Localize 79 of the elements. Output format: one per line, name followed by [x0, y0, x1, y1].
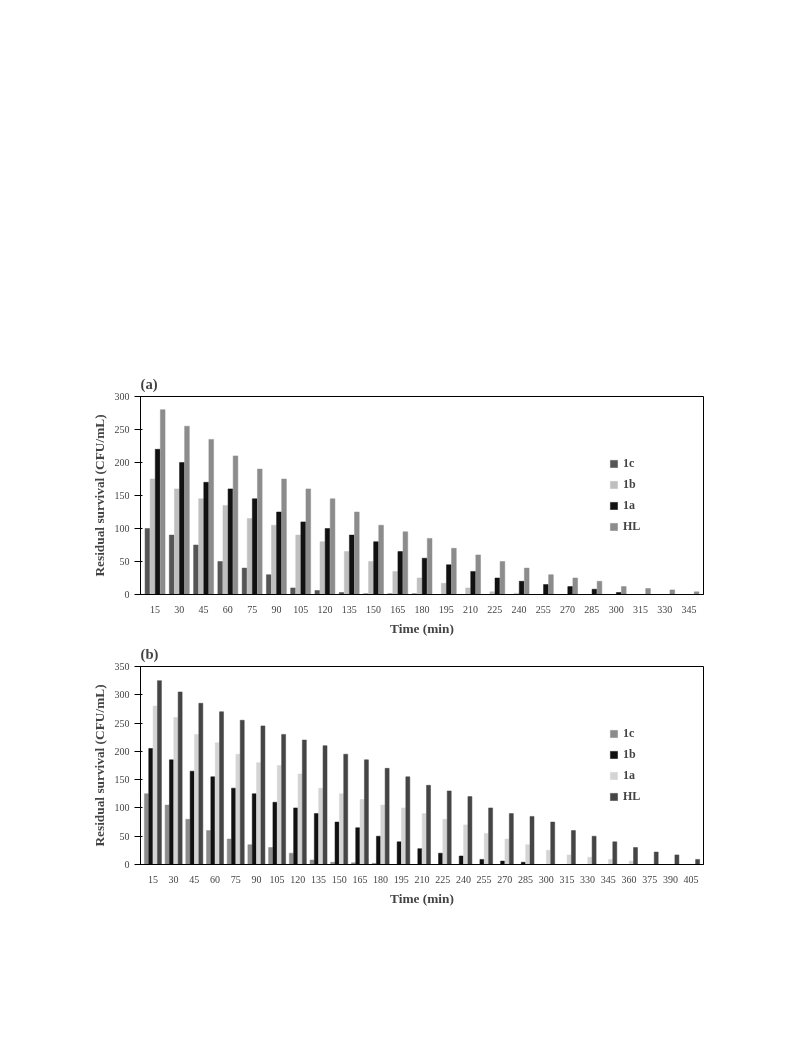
x-tick-label: 105 — [269, 873, 285, 885]
y-tick-label: 50 — [119, 830, 130, 842]
x-tick-label: 120 — [290, 873, 306, 885]
x-tick-label: 30 — [168, 873, 179, 885]
y-tick-label: 300 — [114, 689, 130, 701]
legend-label: 1b — [623, 747, 637, 762]
y-tick-label: 150 — [114, 490, 130, 501]
x-tick-label: 375 — [642, 873, 658, 885]
chart-title: (a) — [140, 375, 158, 393]
x-tick-label: 225 — [487, 603, 503, 615]
x-tick-label: 360 — [621, 873, 637, 885]
x-tick-label: 255 — [535, 603, 551, 615]
y-axis-title: Residual survival (CFU/mL) — [91, 414, 107, 577]
x-tick-label: 90 — [271, 603, 282, 615]
x-tick-label: 405 — [683, 873, 699, 885]
x-axis-title: Time (min) — [390, 620, 454, 636]
x-tick-label: 120 — [317, 603, 333, 615]
y-tick-label: 150 — [114, 774, 130, 786]
x-tick-label: 225 — [435, 873, 451, 885]
x-tick-label: 285 — [584, 603, 600, 615]
y-tick-label: 250 — [114, 717, 130, 729]
x-axis-title: Time (min) — [390, 890, 454, 906]
x-tick-label: 75 — [230, 873, 241, 885]
x-tick-label: 165 — [390, 603, 406, 615]
x-tick-label: 300 — [538, 873, 554, 885]
y-tick-label: 100 — [114, 523, 130, 534]
legend-label: 1a — [623, 768, 636, 783]
legend-label: 1b — [623, 477, 637, 492]
x-tick-label: 240 — [455, 873, 471, 885]
legend-label: 1c — [623, 456, 636, 471]
x-tick-label: 330 — [580, 873, 596, 885]
x-tick-label: 45 — [189, 873, 200, 885]
legend-label: HL — [623, 519, 642, 534]
y-axis-title: Residual survival (CFU/mL) — [91, 684, 107, 847]
y-tick-label: 300 — [114, 391, 130, 402]
x-tick-label: 165 — [352, 873, 368, 885]
x-tick-label: 30 — [174, 603, 185, 615]
x-tick-label: 330 — [657, 603, 673, 615]
y-tick-label: 350 — [114, 661, 130, 672]
x-tick-label: 270 — [560, 603, 576, 615]
x-tick-label: 285 — [517, 873, 533, 885]
legend-label: 1a — [623, 498, 636, 513]
x-tick-label: 195 — [438, 603, 454, 615]
x-tick-label: 90 — [251, 873, 262, 885]
x-tick-label: 75 — [247, 603, 258, 615]
x-tick-label: 15 — [147, 873, 158, 885]
y-tick-label: 100 — [114, 802, 130, 814]
x-tick-label: 240 — [511, 603, 527, 615]
x-tick-label: 60 — [222, 603, 233, 615]
x-tick-label: 270 — [497, 873, 513, 885]
x-tick-label: 60 — [210, 873, 221, 885]
y-tick-label: 0 — [124, 859, 130, 870]
x-tick-label: 255 — [476, 873, 492, 885]
y-tick-label: 50 — [119, 556, 130, 567]
legend-label: HL — [623, 789, 642, 804]
x-tick-label: 45 — [198, 603, 209, 615]
x-tick-label: 210 — [463, 603, 479, 615]
x-tick-label: 345 — [681, 603, 697, 615]
x-tick-label: 210 — [414, 873, 430, 885]
x-tick-label: 135 — [341, 603, 357, 615]
x-tick-label: 345 — [600, 873, 616, 885]
x-tick-label: 150 — [331, 873, 347, 885]
x-tick-label: 315 — [632, 603, 648, 615]
x-tick-label: 15 — [150, 603, 161, 615]
x-tick-label: 180 — [414, 603, 430, 615]
y-tick-label: 250 — [114, 424, 130, 435]
x-tick-label: 135 — [311, 873, 327, 885]
x-tick-label: 300 — [608, 603, 624, 615]
y-tick-label: 0 — [124, 589, 130, 600]
x-tick-label: 180 — [373, 873, 389, 885]
x-tick-label: 150 — [365, 603, 381, 615]
y-tick-label: 200 — [114, 457, 130, 468]
legend-label: 1c — [623, 726, 636, 741]
x-tick-label: 390 — [662, 873, 678, 885]
x-tick-label: 195 — [393, 873, 409, 885]
chart-title: (b) — [140, 645, 159, 663]
x-tick-label: 315 — [559, 873, 575, 885]
y-tick-label: 200 — [114, 745, 130, 757]
x-tick-label: 105 — [293, 603, 309, 615]
